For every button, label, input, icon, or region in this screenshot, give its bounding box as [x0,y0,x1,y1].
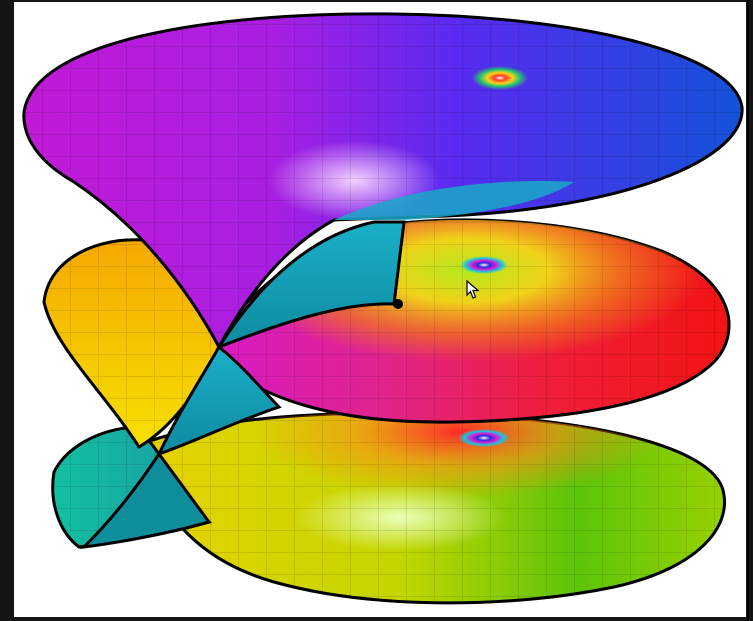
middle-branch-point [460,256,508,274]
connector-ribbon [79,220,406,550]
top-branch-point [472,66,528,90]
bottom-sheet [132,411,727,605]
top-sheet [22,12,744,351]
bottom-branch-point [458,429,510,447]
riemann-surface-illustration [22,12,744,605]
mouse-cursor-icon [466,280,480,299]
frame-divider [747,0,749,621]
image-canvas [14,2,746,617]
